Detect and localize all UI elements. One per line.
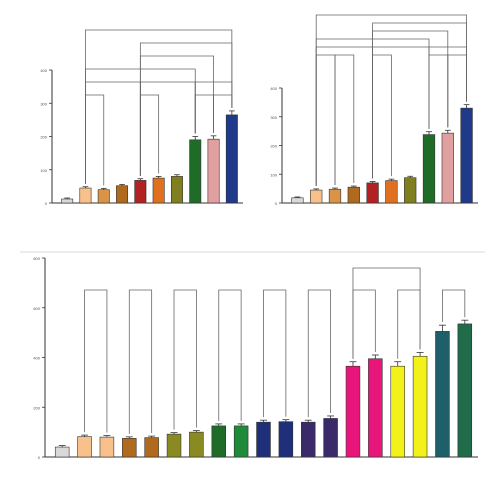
significance-bracket — [334, 54, 355, 186]
bar — [412, 355, 428, 458]
significance-bracket — [397, 289, 421, 359]
significance-bracket — [173, 289, 197, 430]
significance-bracket — [352, 267, 421, 359]
y-tick-label: 300 — [270, 115, 277, 120]
y-tick-label: 0 — [45, 201, 48, 206]
bar — [441, 132, 454, 204]
chart-panel-top-right: 0 100 200 300 400 — [270, 14, 478, 206]
bar — [99, 436, 115, 458]
bar — [301, 421, 316, 458]
chart-panel-bottom: 0 200 400 600 800 — [33, 256, 478, 460]
y-tick-label: 200 — [270, 144, 277, 149]
y-tick-label: 100 — [270, 172, 277, 177]
significance-bracket — [315, 54, 336, 186]
bar — [116, 185, 129, 204]
significance-bracket — [442, 289, 466, 323]
bar — [97, 189, 110, 204]
bar — [166, 433, 182, 458]
significance-bracket — [194, 94, 214, 134]
bar — [189, 139, 202, 204]
bar — [207, 138, 220, 204]
bar — [404, 177, 417, 204]
bar — [385, 180, 398, 204]
bar — [390, 365, 405, 458]
significance-bracket — [85, 81, 141, 184]
bar — [77, 436, 92, 458]
significance-bracket — [263, 289, 287, 418]
bar — [134, 180, 147, 204]
y-tick-label: 200 — [40, 135, 47, 140]
bar — [61, 198, 74, 204]
bar — [291, 197, 304, 204]
bar — [457, 323, 473, 458]
significance-bracket — [372, 46, 430, 179]
y-tick-label: 100 — [40, 168, 47, 173]
significance-bracket — [85, 29, 233, 184]
bar — [144, 437, 159, 458]
significance-bracket — [139, 81, 196, 176]
bar — [460, 107, 473, 204]
y-tick-label: 0 — [275, 201, 278, 206]
bar — [366, 182, 379, 204]
bar — [368, 358, 383, 458]
significance-bracket — [139, 55, 214, 176]
significance-bracket — [315, 46, 373, 186]
bar — [211, 425, 226, 458]
significance-bracket — [218, 289, 242, 421]
significance-bracket — [84, 289, 108, 433]
bar — [189, 431, 204, 458]
y-tick-label: 0 — [38, 455, 41, 460]
y-tick-label: 300 — [40, 101, 47, 106]
y-tick-label: 400 — [33, 356, 40, 361]
significance-bracket — [85, 94, 105, 186]
significance-bracket — [139, 94, 160, 176]
significance-bracket — [372, 30, 449, 179]
bar — [152, 177, 165, 204]
bar — [323, 418, 338, 458]
bar — [170, 176, 183, 204]
bar — [310, 189, 323, 204]
significance-bracket — [372, 54, 392, 179]
significance-bracket — [128, 289, 153, 434]
bar — [345, 365, 361, 458]
bar — [256, 421, 271, 458]
y-tick-label: 400 — [270, 86, 277, 91]
bar — [225, 114, 238, 204]
bar — [328, 188, 342, 204]
bar — [54, 446, 70, 458]
y-tick-label: 800 — [33, 256, 40, 261]
y-tick-label: 400 — [40, 68, 47, 73]
y-tick-label: 600 — [33, 306, 40, 311]
bar — [435, 331, 450, 458]
significance-bracket — [428, 54, 449, 129]
bar — [278, 421, 294, 458]
y-tick-label: 200 — [33, 405, 40, 410]
significance-bracket — [315, 14, 467, 186]
bar — [422, 134, 436, 204]
bar — [233, 425, 249, 458]
significance-bracket — [352, 289, 376, 359]
significance-bracket — [307, 289, 332, 418]
chart-panel-top-left: 0 100 200 300 400 — [40, 29, 243, 206]
bar — [79, 187, 92, 204]
bar — [347, 186, 360, 204]
bar — [122, 438, 137, 458]
